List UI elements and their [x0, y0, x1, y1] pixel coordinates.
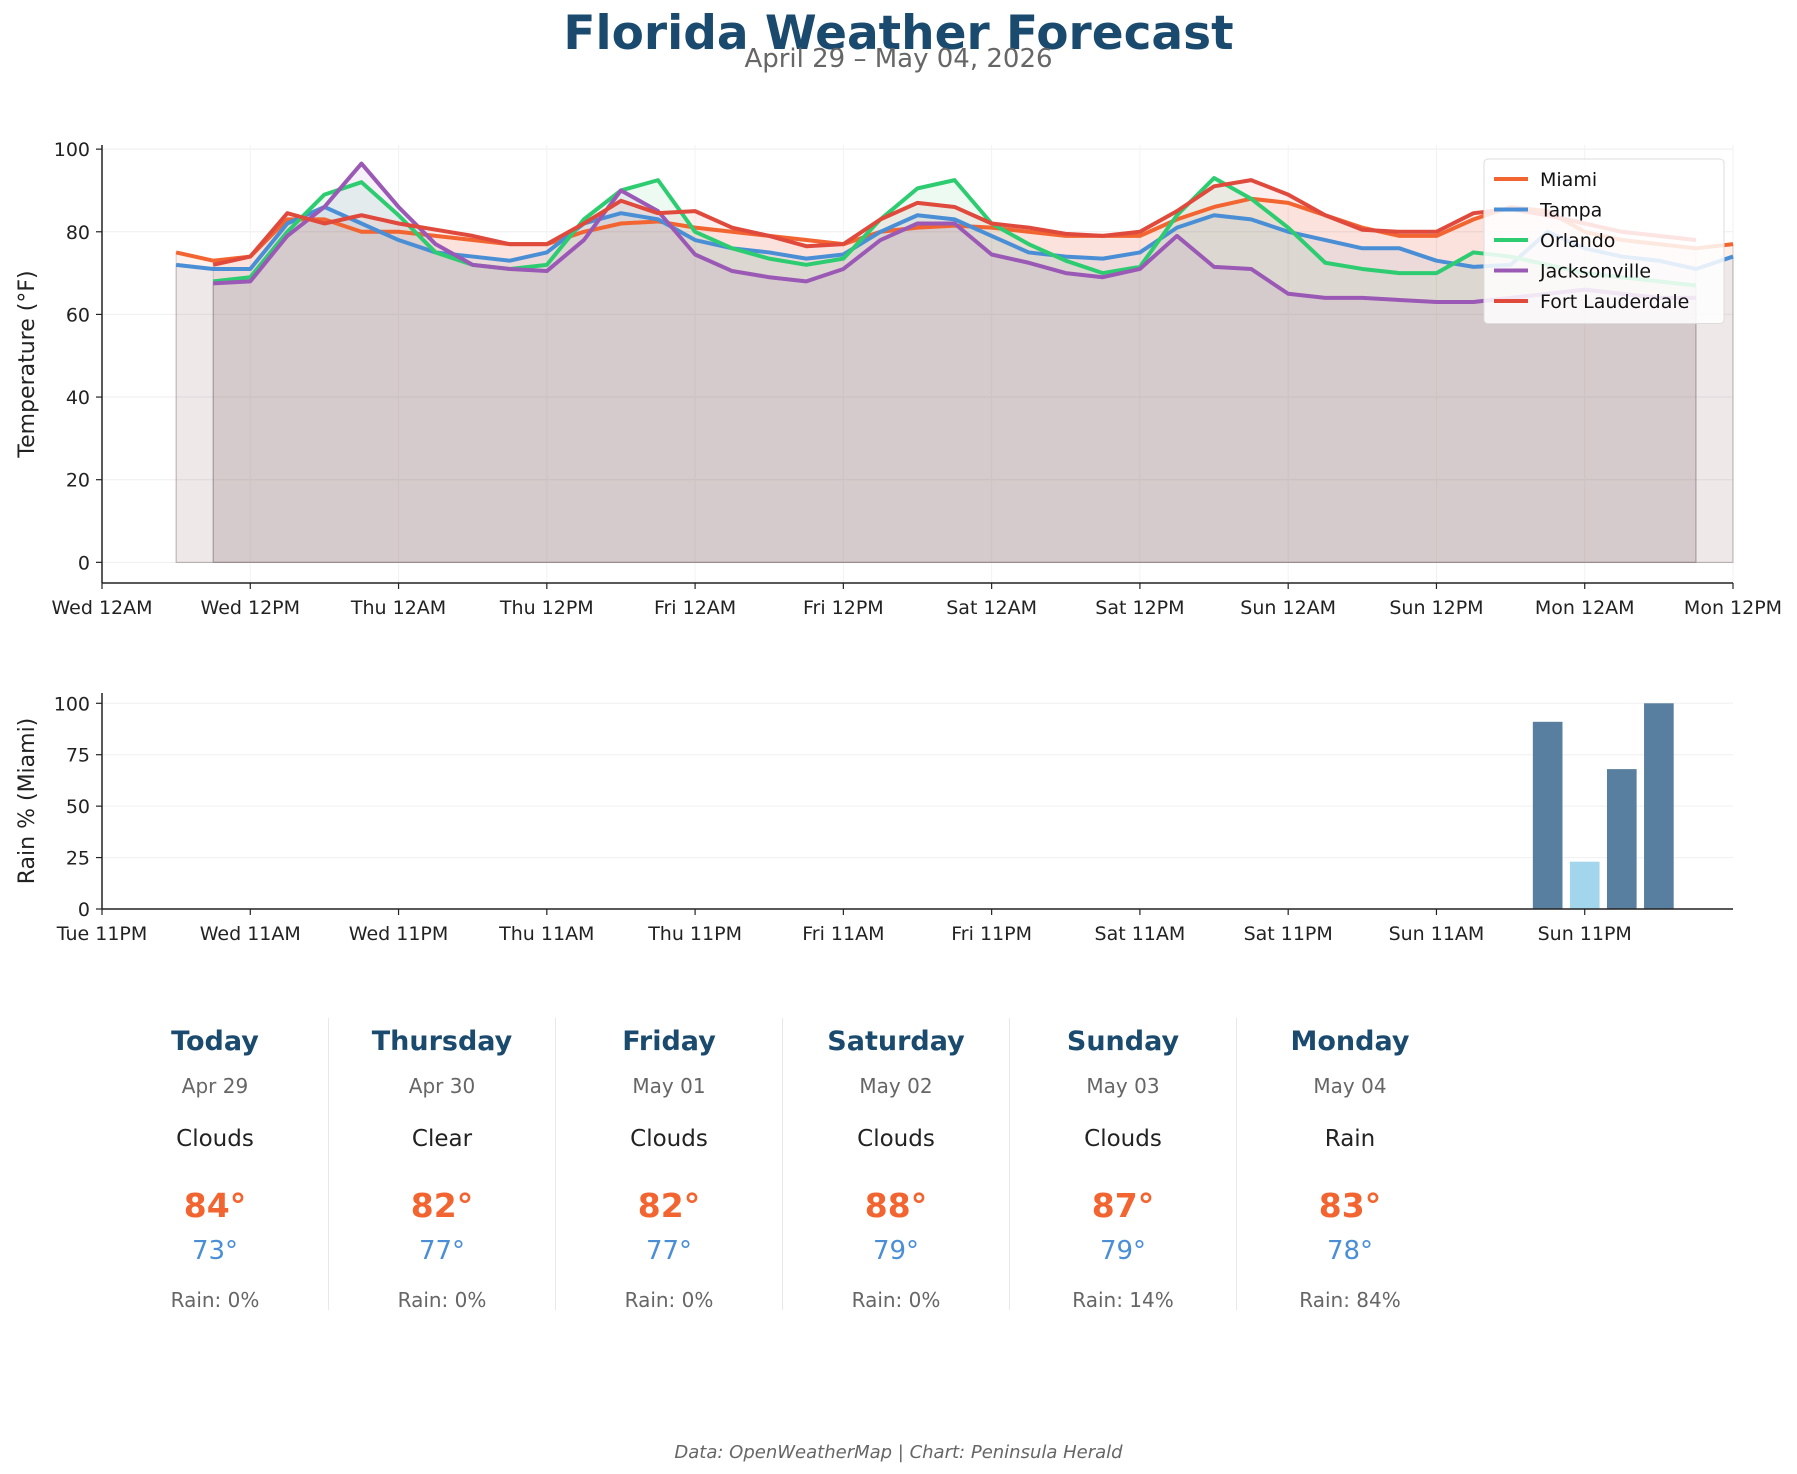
forecast-day-card: Monday May 04 Rain 83° 78° Rain: 84% [1236, 1018, 1463, 1312]
x-tick-label: Thu 11AM [498, 923, 594, 945]
forecast-day-card: Saturday May 02 Clouds 88° 79° Rain: 0% [782, 1018, 1009, 1312]
x-tick-label: Fri 12AM [654, 597, 736, 619]
forecast-day-card: Today Apr 29 Clouds 84° 73° Rain: 0% [102, 1018, 328, 1312]
footer-credit: Data: OpenWeatherMap | Chart: Peninsula … [674, 1442, 1123, 1463]
y-tick-label: 0 [78, 899, 90, 921]
y-tick-label: 50 [66, 796, 90, 818]
x-tick-label: Wed 12PM [201, 597, 301, 619]
forecast-condition: Clear [411, 1126, 473, 1152]
forecast-high-temp: 82° [410, 1186, 474, 1225]
forecast-rain-chance: Rain: 0% [170, 1288, 260, 1312]
forecast-day-name: Monday [1290, 1026, 1410, 1057]
x-tick-label: Thu 11PM [647, 923, 742, 945]
y-tick-label: 75 [66, 745, 90, 767]
x-tick-label: Wed 12AM [51, 597, 152, 619]
page-title: Florida Weather Forecast [563, 6, 1234, 61]
x-tick-label: Sun 11AM [1389, 923, 1485, 945]
forecast-condition: Clouds [176, 1126, 254, 1152]
forecast-condition: Clouds [1084, 1126, 1162, 1152]
forecast-high-temp: 87° [1091, 1186, 1155, 1225]
forecast-low-temp: 79° [1099, 1236, 1147, 1266]
temperature-chart: 0 20 40 60 80 100 Wed 12AM Wed 12PM Thu 12AM Thu … [15, 139, 1782, 619]
forecast-low-temp: 77° [645, 1236, 693, 1266]
forecast-rain-chance: Rain: 0% [624, 1288, 714, 1312]
y-tick-label: 80 [66, 222, 90, 244]
y-axis-title: Rain % (Miami) [15, 718, 40, 885]
rain-bar [1606, 769, 1637, 909]
x-tick-label: Sun 12PM [1389, 597, 1483, 619]
forecast-condition: Clouds [857, 1126, 935, 1152]
forecast-low-temp: 78° [1326, 1236, 1374, 1266]
x-tick-label: Fri 11PM [951, 923, 1032, 945]
forecast-rain-chance: Rain: 0% [851, 1288, 941, 1312]
rain-chart: 0 25 50 75 100 Tue 11PM Wed 11AM Wed 11PM Thu 11… [15, 693, 1733, 945]
forecast-strip: Today Apr 29 Clouds 84° 73° Rain: 0% Thu… [102, 1018, 1463, 1312]
x-tick-label: Sun 12AM [1240, 597, 1336, 619]
x-tick-label: Thu 12PM [499, 597, 594, 619]
forecast-day-card: Sunday May 03 Clouds 87° 79° Rain: 14% [1009, 1018, 1236, 1312]
series-line-jacksonville [213, 161, 1696, 305]
y-tick-label: 40 [66, 387, 90, 409]
forecast-high-temp: 83° [1318, 1186, 1382, 1225]
legend-label: Fort Lauderdale [1540, 291, 1689, 313]
x-tick-label: Thu 12AM [350, 597, 446, 619]
forecast-high-temp: 88° [864, 1186, 928, 1225]
legend: Miami Tampa Orlando Jacksonville Fort Lauder… [1483, 158, 1725, 324]
legend-label: Miami [1540, 169, 1597, 191]
page-subtitle: April 29 – May 04, 2026 [744, 44, 1053, 74]
legend-label: Orlando [1540, 230, 1615, 252]
legend-label: Tampa [1539, 200, 1602, 222]
forecast-date: Apr 29 [181, 1074, 249, 1098]
forecast-rain-chance: Rain: 84% [1299, 1288, 1401, 1312]
forecast-condition: Rain [1324, 1126, 1376, 1152]
y-tick-label: 20 [66, 470, 90, 492]
x-tick-label: Sat 11AM [1095, 923, 1186, 945]
forecast-day-name: Saturday [827, 1026, 965, 1057]
forecast-high-temp: 84° [183, 1186, 247, 1225]
forecast-day-card: Thursday Apr 30 Clear 82° 77° Rain: 0% [328, 1018, 555, 1312]
forecast-day-name: Sunday [1066, 1026, 1180, 1057]
x-tick-label: Tue 11PM [56, 923, 148, 945]
x-tick-label: Sun 11PM [1538, 923, 1632, 945]
rain-bar [1644, 703, 1674, 909]
forecast-day-name: Today [171, 1026, 259, 1057]
forecast-day-name: Friday [622, 1026, 716, 1057]
x-tick-label: Fri 12PM [803, 597, 884, 619]
forecast-date: May 04 [1313, 1074, 1387, 1098]
y-axis-title: Temperature (°F) [15, 270, 40, 458]
x-tick-label: Fri 11AM [802, 923, 884, 945]
x-tick-label: Sat 11PM [1244, 923, 1333, 945]
forecast-condition: Clouds [630, 1126, 708, 1152]
forecast-date: May 03 [1086, 1074, 1160, 1098]
rain-bar [1569, 861, 1600, 909]
forecast-low-temp: 77° [418, 1236, 466, 1266]
x-tick-label: Wed 11PM [349, 923, 449, 945]
forecast-day-name: Thursday [371, 1026, 513, 1057]
y-tick-label: 100 [54, 139, 90, 161]
legend-box [1483, 158, 1725, 324]
forecast-day-card: Friday May 01 Clouds 82° 77° Rain: 0% [555, 1018, 782, 1312]
forecast-rain-chance: Rain: 0% [397, 1288, 487, 1312]
forecast-date: May 02 [859, 1074, 933, 1098]
forecast-date: May 01 [632, 1074, 706, 1098]
x-tick-label: Sat 12AM [946, 597, 1037, 619]
y-tick-label: 100 [54, 693, 90, 715]
x-tick-label: Mon 12AM [1535, 597, 1635, 619]
y-tick-label: 60 [66, 304, 90, 326]
forecast-low-temp: 79° [872, 1236, 920, 1266]
forecast-date: Apr 30 [408, 1074, 476, 1098]
y-tick-label: 0 [78, 552, 90, 574]
rain-bar [1532, 721, 1563, 909]
forecast-high-temp: 82° [637, 1186, 701, 1225]
forecast-low-temp: 73° [191, 1236, 239, 1266]
x-tick-label: Mon 12PM [1684, 597, 1782, 619]
x-tick-label: Sat 12PM [1095, 597, 1184, 619]
y-tick-label: 25 [66, 848, 90, 870]
legend-label: Jacksonville [1539, 261, 1651, 283]
series-line-orlando [212, 176, 1697, 288]
x-tick-label: Wed 11AM [200, 923, 301, 945]
forecast-rain-chance: Rain: 14% [1072, 1288, 1174, 1312]
series-line-fort-lauderdale [212, 178, 1697, 267]
